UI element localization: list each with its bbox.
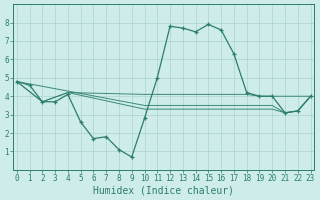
X-axis label: Humidex (Indice chaleur): Humidex (Indice chaleur)	[93, 186, 234, 196]
